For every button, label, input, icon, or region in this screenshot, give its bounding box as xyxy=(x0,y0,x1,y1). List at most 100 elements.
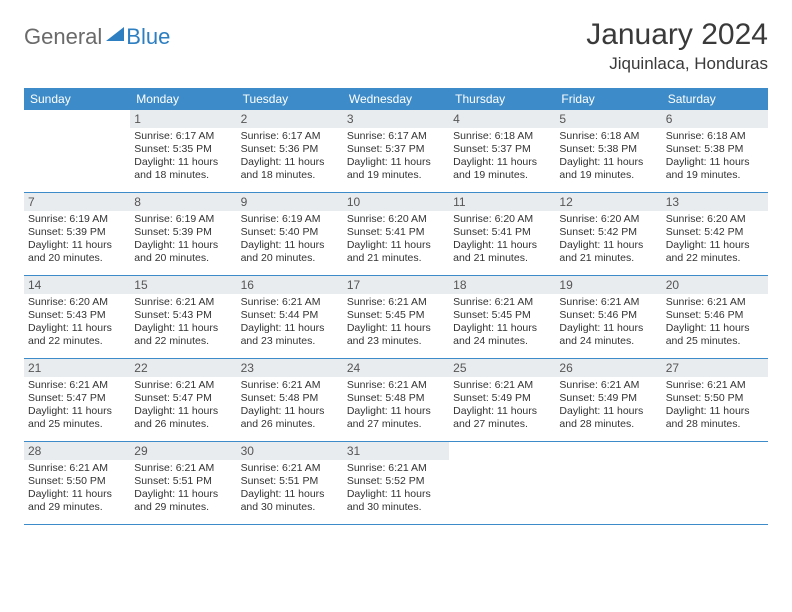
calendar-cell: 9Sunrise: 6:19 AMSunset: 5:40 PMDaylight… xyxy=(237,193,343,275)
calendar-cell: 2Sunrise: 6:17 AMSunset: 5:36 PMDaylight… xyxy=(237,110,343,192)
sun-info-line: Sunset: 5:43 PM xyxy=(134,309,232,322)
sun-info-line: Sunset: 5:40 PM xyxy=(241,226,339,239)
calendar-cell: 16Sunrise: 6:21 AMSunset: 5:44 PMDayligh… xyxy=(237,276,343,358)
day-number: 7 xyxy=(24,193,130,211)
sun-info-line: Sunrise: 6:21 AM xyxy=(134,296,232,309)
day-number: 8 xyxy=(130,193,236,211)
dow-header-row: SundayMondayTuesdayWednesdayThursdayFrid… xyxy=(24,88,768,110)
sun-info-line: Sunrise: 6:21 AM xyxy=(347,462,445,475)
sun-info-line: Daylight: 11 hours xyxy=(347,322,445,335)
day-number: 13 xyxy=(662,193,768,211)
sun-info-line: Sunrise: 6:19 AM xyxy=(134,213,232,226)
sun-info-line: Sunset: 5:50 PM xyxy=(28,475,126,488)
calendar-cell: 6Sunrise: 6:18 AMSunset: 5:38 PMDaylight… xyxy=(662,110,768,192)
sun-info-line: Sunrise: 6:20 AM xyxy=(347,213,445,226)
dow-header: Sunday xyxy=(24,88,130,110)
sun-info-line: Daylight: 11 hours xyxy=(559,322,657,335)
sun-info-line: Daylight: 11 hours xyxy=(347,405,445,418)
sun-info-line: and 20 minutes. xyxy=(241,252,339,265)
sun-info-line: and 19 minutes. xyxy=(347,169,445,182)
day-number: 22 xyxy=(130,359,236,377)
sun-info-line: Daylight: 11 hours xyxy=(28,239,126,252)
calendar-cell: 26Sunrise: 6:21 AMSunset: 5:49 PMDayligh… xyxy=(555,359,661,441)
sun-info-line: Sunset: 5:50 PM xyxy=(666,392,764,405)
sun-info-line: Sunset: 5:47 PM xyxy=(28,392,126,405)
sun-info-line: and 18 minutes. xyxy=(241,169,339,182)
sun-info-line: Sunrise: 6:21 AM xyxy=(28,462,126,475)
sun-info-line: Sunset: 5:42 PM xyxy=(666,226,764,239)
sun-info-line: Sunrise: 6:21 AM xyxy=(347,296,445,309)
calendar-cell: 17Sunrise: 6:21 AMSunset: 5:45 PMDayligh… xyxy=(343,276,449,358)
logo-word-2: Blue xyxy=(126,24,170,50)
day-number: 19 xyxy=(555,276,661,294)
calendar-cell: 3Sunrise: 6:17 AMSunset: 5:37 PMDaylight… xyxy=(343,110,449,192)
calendar-cell: 11Sunrise: 6:20 AMSunset: 5:41 PMDayligh… xyxy=(449,193,555,275)
sun-info-line: Sunset: 5:51 PM xyxy=(134,475,232,488)
sun-info-line: Sunrise: 6:21 AM xyxy=(347,379,445,392)
sun-info-line: and 19 minutes. xyxy=(559,169,657,182)
calendar-cell: 14Sunrise: 6:20 AMSunset: 5:43 PMDayligh… xyxy=(24,276,130,358)
sun-info-line: and 21 minutes. xyxy=(453,252,551,265)
sun-info-line: Sunrise: 6:18 AM xyxy=(453,130,551,143)
sun-info-line: Sunset: 5:51 PM xyxy=(241,475,339,488)
day-number: 10 xyxy=(343,193,449,211)
sun-info-line: and 29 minutes. xyxy=(28,501,126,514)
sun-info-line: and 23 minutes. xyxy=(241,335,339,348)
sun-info-line: Sunrise: 6:21 AM xyxy=(134,379,232,392)
logo: General Blue xyxy=(24,18,170,50)
sun-info-line: Daylight: 11 hours xyxy=(241,156,339,169)
sun-info-line: Daylight: 11 hours xyxy=(134,405,232,418)
sun-info-line: Sunset: 5:48 PM xyxy=(241,392,339,405)
sun-info-line: Sunrise: 6:20 AM xyxy=(453,213,551,226)
calendar-cell: 18Sunrise: 6:21 AMSunset: 5:45 PMDayligh… xyxy=(449,276,555,358)
dow-header: Monday xyxy=(130,88,236,110)
logo-triangle-icon xyxy=(106,27,124,41)
calendar-grid: SundayMondayTuesdayWednesdayThursdayFrid… xyxy=(24,88,768,525)
sun-info-line: and 24 minutes. xyxy=(559,335,657,348)
calendar-cell: 28Sunrise: 6:21 AMSunset: 5:50 PMDayligh… xyxy=(24,442,130,524)
day-number: 27 xyxy=(662,359,768,377)
sun-info-line: Daylight: 11 hours xyxy=(347,488,445,501)
sun-info-line: Sunset: 5:48 PM xyxy=(347,392,445,405)
sun-info-line: Sunrise: 6:17 AM xyxy=(134,130,232,143)
calendar-cell xyxy=(449,442,555,524)
sun-info-line: Sunrise: 6:21 AM xyxy=(28,379,126,392)
sun-info-line: and 21 minutes. xyxy=(347,252,445,265)
weeks-container: 1Sunrise: 6:17 AMSunset: 5:35 PMDaylight… xyxy=(24,110,768,525)
day-number: 24 xyxy=(343,359,449,377)
sun-info-line: Daylight: 11 hours xyxy=(241,488,339,501)
sun-info-line: Sunrise: 6:20 AM xyxy=(666,213,764,226)
sun-info-line: Daylight: 11 hours xyxy=(241,322,339,335)
day-number: 30 xyxy=(237,442,343,460)
day-number: 21 xyxy=(24,359,130,377)
day-number: 15 xyxy=(130,276,236,294)
sun-info-line: and 22 minutes. xyxy=(28,335,126,348)
calendar-cell: 21Sunrise: 6:21 AMSunset: 5:47 PMDayligh… xyxy=(24,359,130,441)
sun-info-line: Sunrise: 6:21 AM xyxy=(241,462,339,475)
dow-header: Wednesday xyxy=(343,88,449,110)
sun-info-line: and 30 minutes. xyxy=(241,501,339,514)
sun-info-line: Daylight: 11 hours xyxy=(241,239,339,252)
sun-info-line: Sunset: 5:43 PM xyxy=(28,309,126,322)
day-number: 25 xyxy=(449,359,555,377)
sun-info-line: and 29 minutes. xyxy=(134,501,232,514)
day-number: 26 xyxy=(555,359,661,377)
calendar-cell: 4Sunrise: 6:18 AMSunset: 5:37 PMDaylight… xyxy=(449,110,555,192)
sun-info-line: Sunrise: 6:21 AM xyxy=(453,379,551,392)
sun-info-line: Sunrise: 6:21 AM xyxy=(134,462,232,475)
sun-info-line: Daylight: 11 hours xyxy=(134,488,232,501)
day-number: 12 xyxy=(555,193,661,211)
sun-info-line: Sunset: 5:38 PM xyxy=(559,143,657,156)
sun-info-line: Sunrise: 6:21 AM xyxy=(666,379,764,392)
sun-info-line: Daylight: 11 hours xyxy=(559,239,657,252)
calendar-week: 7Sunrise: 6:19 AMSunset: 5:39 PMDaylight… xyxy=(24,193,768,276)
sun-info-line: Daylight: 11 hours xyxy=(559,405,657,418)
day-number: 18 xyxy=(449,276,555,294)
sun-info-line: Sunset: 5:45 PM xyxy=(347,309,445,322)
sun-info-line: Sunrise: 6:19 AM xyxy=(28,213,126,226)
sun-info-line: and 28 minutes. xyxy=(666,418,764,431)
day-number: 28 xyxy=(24,442,130,460)
calendar-cell: 23Sunrise: 6:21 AMSunset: 5:48 PMDayligh… xyxy=(237,359,343,441)
sun-info-line: and 21 minutes. xyxy=(559,252,657,265)
sun-info-line: Sunrise: 6:21 AM xyxy=(666,296,764,309)
